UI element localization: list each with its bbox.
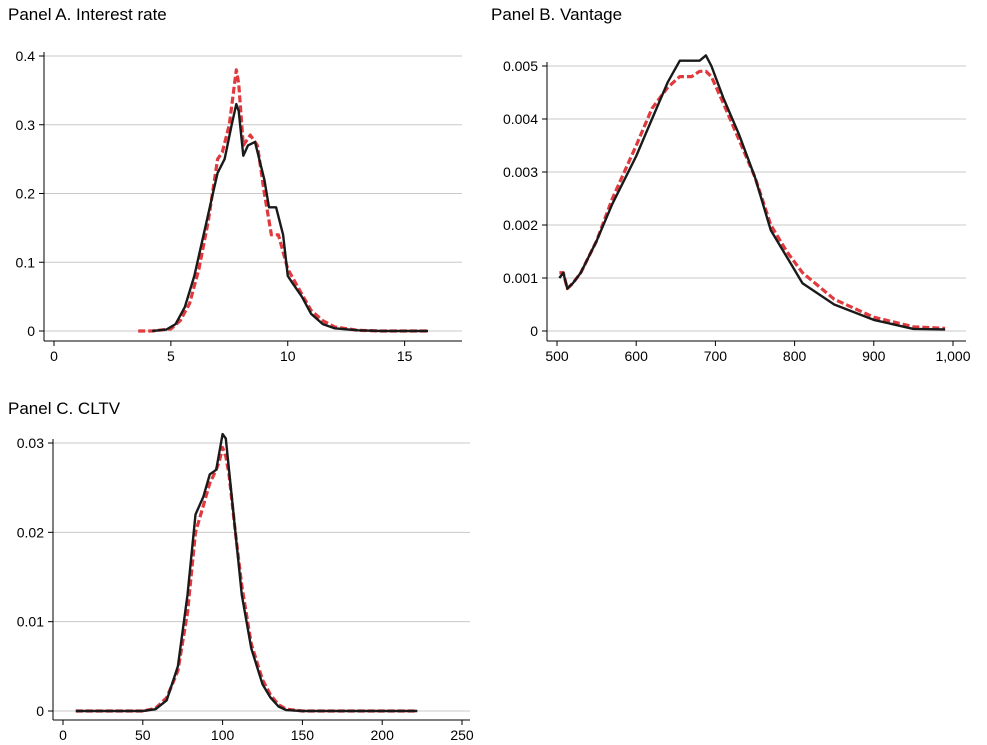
panel-b-y-tick-label: 0.002 xyxy=(503,217,538,233)
panel-c-y-tick-label: 0.02 xyxy=(17,524,44,540)
panel-a-x-tick-label: 15 xyxy=(397,348,413,364)
panel-b-x-tick-label: 600 xyxy=(625,348,649,364)
panel-c-x-tick-label: 150 xyxy=(291,727,315,743)
panel-b-y-tick-label: 0.005 xyxy=(503,58,538,74)
panel-b-solid-series-line xyxy=(558,54,946,331)
panel-a-y-tick-label: 0.2 xyxy=(16,186,36,202)
panel-b-x-tick-label: 500 xyxy=(545,348,569,364)
panel-c-y-tick-label: 0 xyxy=(36,703,44,719)
panel-b-x-tick-label: 900 xyxy=(862,348,886,364)
panel-b-x-tick-label: 1,000 xyxy=(935,348,970,364)
panel-a-solid-series-line xyxy=(152,102,428,333)
panel-c-x-tick-label: 0 xyxy=(59,727,67,743)
panel-b-title: Panel B. Vantage xyxy=(491,5,623,24)
panel-b-y-tick-label: 0.003 xyxy=(503,164,538,180)
panel-c-x-tick-label: 100 xyxy=(211,727,235,743)
panel-b-y-tick-label: 0.004 xyxy=(503,111,538,127)
panel-a-title: Panel A. Interest rate xyxy=(8,5,167,24)
panel-c-x-tick-label: 50 xyxy=(135,727,151,743)
panel-a-x-tick-label: 5 xyxy=(167,348,175,364)
panel-c-x-tick-label: 200 xyxy=(371,727,395,743)
panel-c-y-tick-label: 0.01 xyxy=(17,614,44,630)
panel-c-title: Panel C. CLTV xyxy=(8,399,121,418)
panel-c-dashed-series-line xyxy=(75,445,418,713)
panel-c-y-tick-label: 0.03 xyxy=(17,435,44,451)
panel-a-y-tick-label: 0.1 xyxy=(16,254,36,270)
panel-b-x-tick-label: 700 xyxy=(704,348,728,364)
panel-b-x-tick-label: 800 xyxy=(783,348,807,364)
panel-c-solid-series-line xyxy=(75,432,418,713)
panel-a-y-tick-label: 0 xyxy=(27,323,35,339)
panel-a-y-tick-label: 0.3 xyxy=(16,117,36,133)
panel-c-x-tick-label: 250 xyxy=(450,727,474,743)
panel-a-y-tick-label: 0.4 xyxy=(16,48,36,64)
panel-a-x-tick-label: 10 xyxy=(280,348,296,364)
panel-b-y-tick-label: 0.001 xyxy=(503,270,538,286)
panel-b-y-tick-label: 0 xyxy=(530,323,538,339)
panel-a-dashed-series-line xyxy=(138,68,428,333)
panel-a-x-tick-label: 0 xyxy=(50,348,58,364)
